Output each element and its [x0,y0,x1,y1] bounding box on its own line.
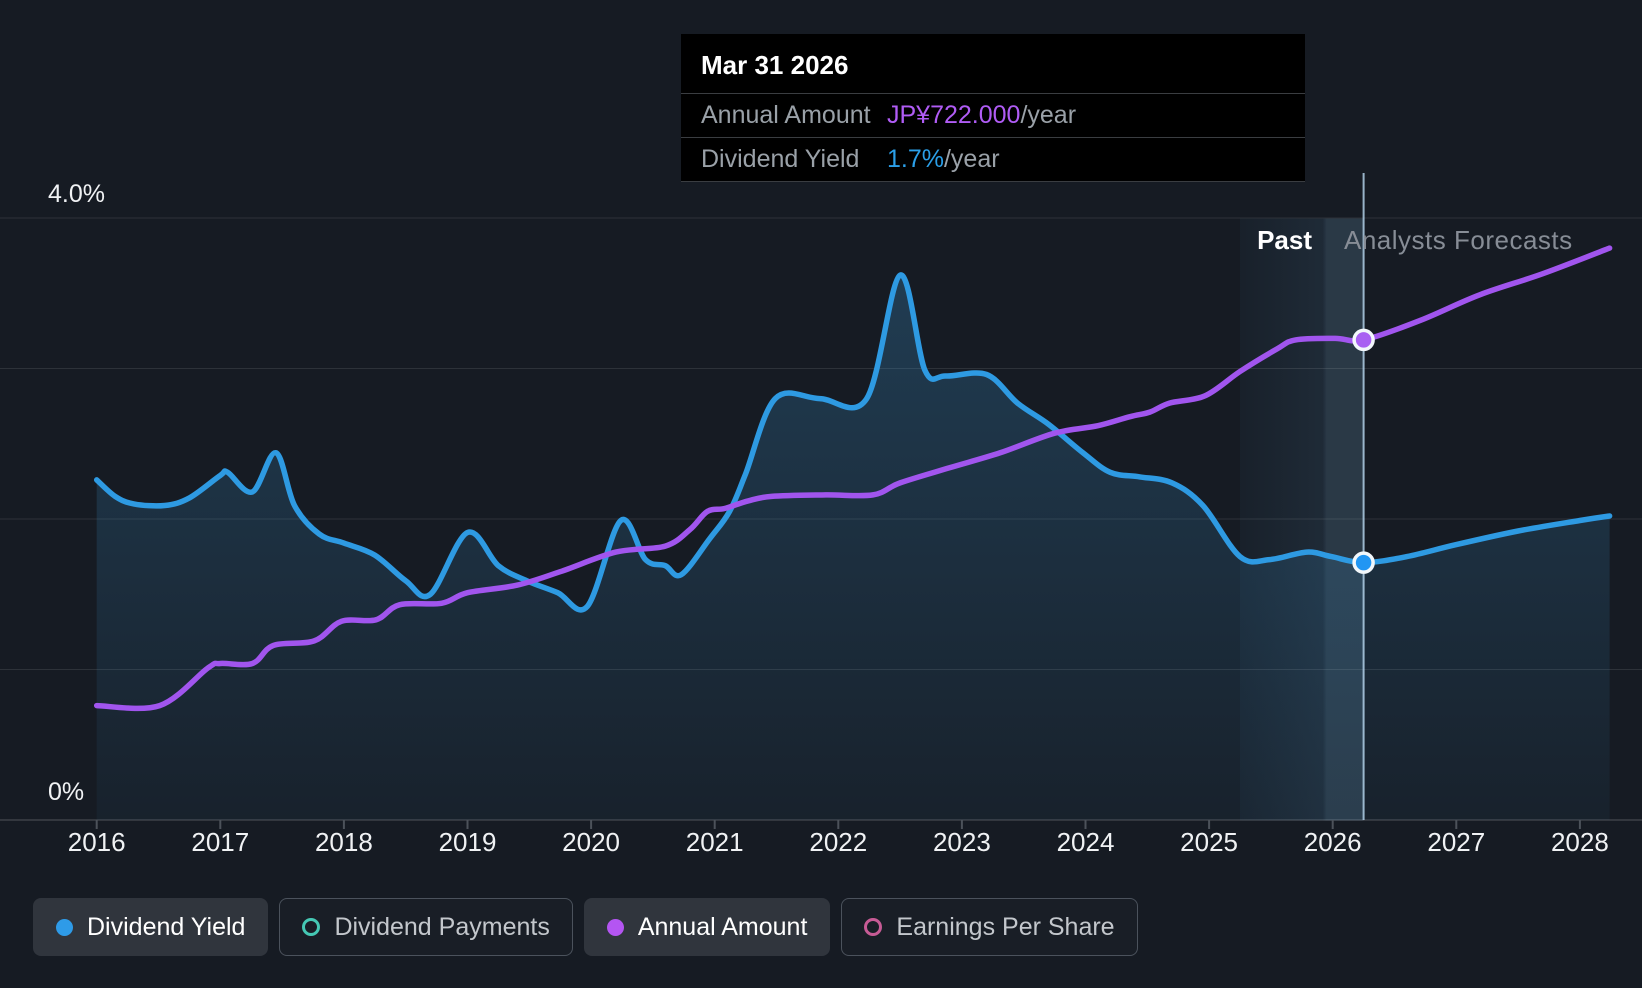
x-tick-label: 2026 [1304,827,1362,857]
dividend-yield-area [96,274,1610,820]
legend-toggle-annual-amount[interactable]: Annual Amount [583,898,831,956]
tooltip-row-label: Dividend Yield [701,145,860,173]
chart-tooltip: Mar 31 2026 Annual Amount JP¥722.000/year… [681,34,1305,182]
x-tick-label: 2020 [562,827,620,857]
x-tick-label: 2021 [686,827,744,857]
legend-toggle-earnings-per-share[interactable]: Earnings Per Share [841,898,1138,956]
annual-amount-line [93,245,1613,712]
x-tick-label: 2019 [439,827,497,857]
x-tick-label: 2024 [1057,827,1115,857]
past-region-label: Past [1257,225,1312,255]
legend-label: Dividend Payments [334,912,550,941]
tooltip-row-value: 1.7% [887,145,944,173]
forecast-region-label: Analysts Forecasts [1344,225,1573,255]
x-tick-label: 2023 [933,827,991,857]
x-tick-label: 2018 [315,827,373,857]
tooltip-date: Mar 31 2026 [681,34,1305,94]
legend-label: Annual Amount [637,912,808,941]
x-tick-label: 2025 [1180,827,1238,857]
dividend-yield-line [93,272,1613,613]
tooltip-row: Annual Amount JP¥722.000/year [681,94,1305,138]
legend-label: Earnings Per Share [896,912,1115,941]
tooltip-row-value: JP¥722.000 [887,101,1021,129]
annual-amount-hover-marker[interactable] [1352,328,1375,352]
filled-dot-icon [56,918,73,936]
chart-legend: Dividend Yield Dividend Payments Annual Am… [33,898,1138,956]
outline-ring-icon [302,918,321,936]
y-axis-label-bottom: 0% [48,778,84,806]
tooltip-row: Dividend Yield 1.7%/year [681,138,1305,182]
x-tick-label: 2022 [809,827,867,857]
dividend-yield-hover-marker[interactable] [1352,551,1375,574]
y-axis-label-top: 4.0% [48,180,105,208]
filled-dot-icon [606,918,624,936]
tooltip-row-suffix: /year [943,145,1000,173]
legend-label: Dividend Yield [87,912,246,941]
x-tick-label: 2016 [68,827,126,857]
x-tick-label: 2028 [1551,827,1609,857]
tooltip-row-label: Annual Amount [701,101,871,129]
outline-ring-icon [864,918,883,936]
legend-toggle-dividend-yield[interactable]: Dividend Yield [33,898,269,956]
x-tick-label: 2027 [1427,827,1485,857]
legend-toggle-dividend-payments[interactable]: Dividend Payments [279,898,573,956]
x-tick-label: 2017 [191,827,249,857]
tooltip-row-suffix: /year [1020,101,1077,129]
